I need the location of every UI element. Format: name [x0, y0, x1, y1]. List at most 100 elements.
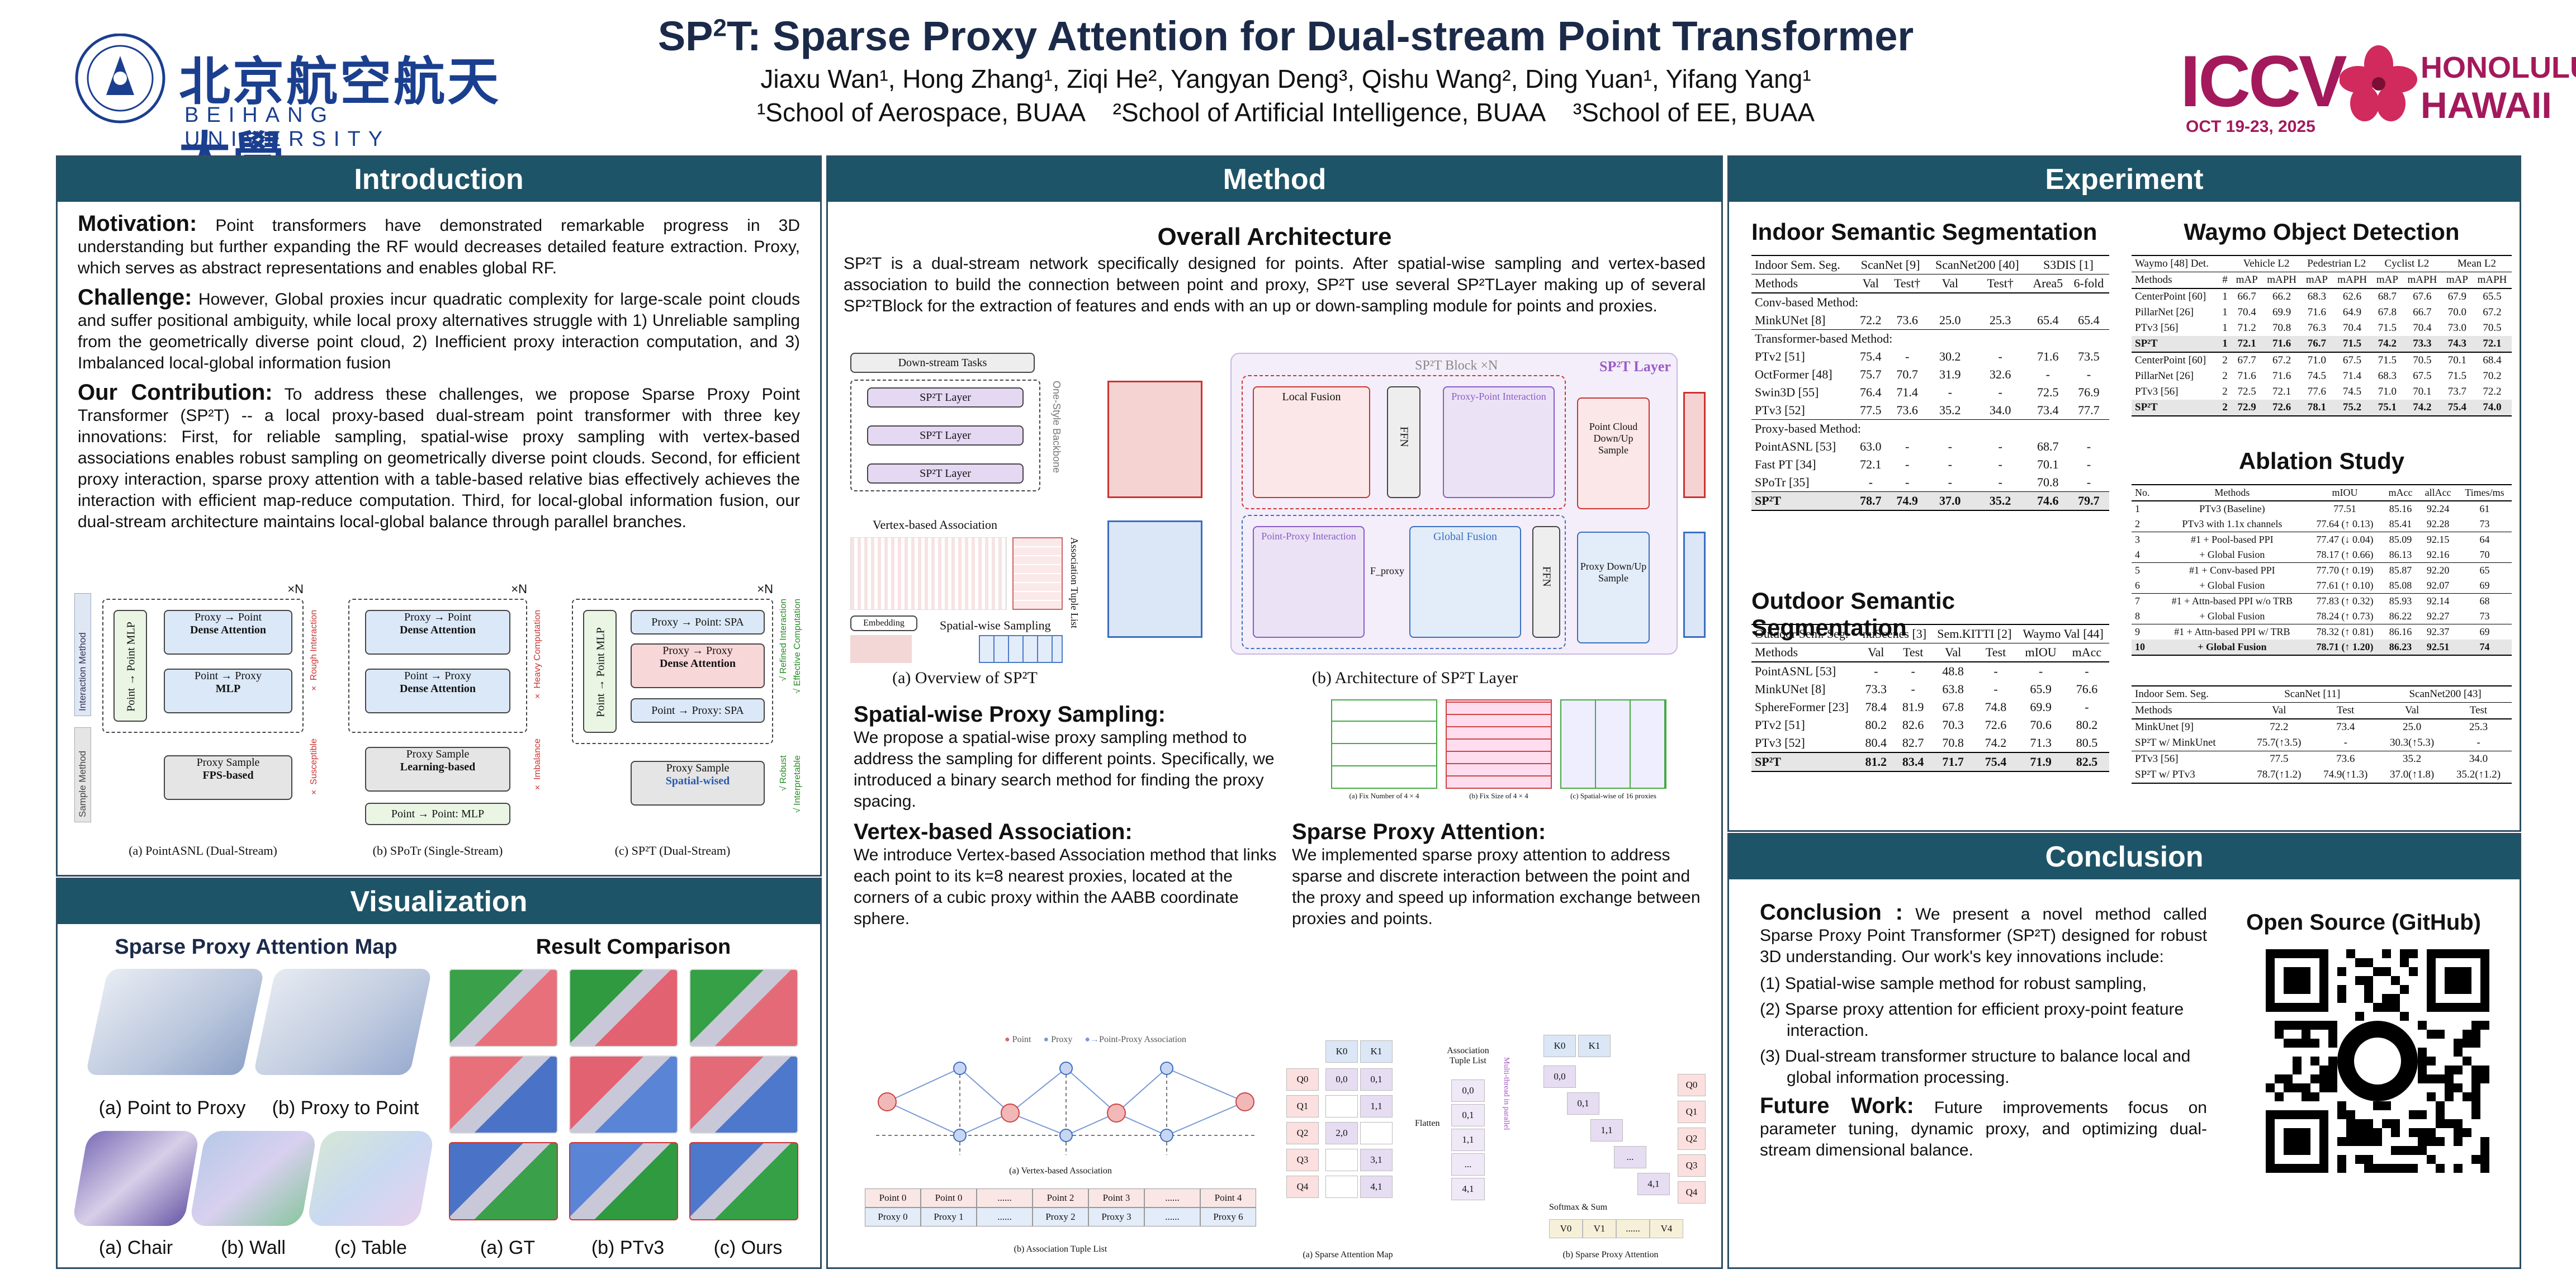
table-cell: + Global Fusion [2157, 609, 2308, 624]
table-cell: 74.5 [2307, 370, 2327, 382]
qr-module [2284, 1021, 2293, 1030]
query-label: Q3 [1286, 1149, 1319, 1171]
qr-module [2400, 1012, 2409, 1021]
qr-module [2471, 1021, 2480, 1030]
table-row: 1 PTv3 (Baseline) 77.51 85.16 92.24 61 [2132, 501, 2512, 517]
table-cell: 7 [2135, 595, 2140, 607]
qr-module [2418, 1074, 2427, 1083]
qr-module [2418, 1048, 2427, 1057]
layer-label: SP²T Layer [1599, 358, 1671, 375]
table-cell: 72.1 [1859, 457, 1882, 471]
pointasnl-block [102, 599, 304, 733]
conference-city-1: HONOLULU [2421, 51, 2576, 84]
table-cell: 76.9 [2078, 385, 2100, 399]
qr-module [2346, 1110, 2355, 1119]
table-cell: - [1998, 349, 2002, 363]
qr-module [2373, 1003, 2382, 1012]
dual-stream-table: Indoor Sem. Seg. ScanNet [11] ScanNet200 [… [2132, 685, 2512, 784]
table-cell: - [1948, 439, 1952, 453]
table-cell: 72.1 [2231, 336, 2262, 353]
block-label: SP²T Block ×N [1415, 358, 1498, 373]
table-cell: 70.1 [2447, 354, 2467, 366]
conclusion-text-block: Conclusion : We present a novel method c… [1760, 900, 2207, 1161]
table-cell: PillarNet [26] [2135, 306, 2194, 318]
sampling-text: We propose a spatial-wise proxy sampling… [854, 728, 1275, 811]
caption-gt: (a) GT [480, 1237, 536, 1258]
table-row: PTv3 [52] 77.5 73.6 35.2 34.0 73.4 77.7 [1751, 401, 2109, 420]
table-row: 2 PTv3 with 1.1x channels 77.64 (↑ 0.13) 85… [2132, 517, 2512, 532]
ours-row: 10 + Global Fusion 78.71 (↑ 1.20) 86.23 92.5… [2132, 640, 2512, 656]
table-row: PTv3 [56] 77.5 73.6 35.2 34.0 [2132, 751, 2512, 768]
sp2t-sample: Proxy Sample Spatial-wised [631, 761, 765, 806]
qr-module [2409, 1110, 2418, 1119]
output-query-label: Q0 [1678, 1074, 1706, 1096]
table-cell: 80.4 [1865, 736, 1887, 750]
iccv-wordmark: ICCV [2180, 40, 2347, 122]
segmentation-result-thumb [689, 1142, 798, 1220]
point-output [1683, 392, 1706, 498]
proxy-grid-thumb [979, 635, 1063, 663]
qr-module [2436, 1137, 2445, 1146]
table-cell: 68 [2479, 595, 2490, 607]
ffn-top: FFN [1387, 386, 1420, 498]
table-cell: - [1998, 385, 2002, 399]
table-cell: 71.0 [2378, 386, 2397, 397]
qr-module [2427, 1074, 2436, 1083]
tuple-item: 0,0 [1451, 1079, 1485, 1102]
table-cell: 48.8 [1942, 664, 1964, 678]
vertex-graph [876, 1062, 1256, 1155]
ours-row: SP²T 1 72.1 71.6 76.7 71.5 74.2 73.3 74.3 72.1 [2132, 336, 2512, 353]
pointasnl-point-proxy: Point → Proxy MLP [164, 669, 292, 713]
qr-module [2418, 1021, 2427, 1030]
indoor-title: Indoor Semantic Segmentation [1751, 219, 2097, 245]
qr-module [2337, 1155, 2346, 1164]
table-cell: 70.5 [2483, 322, 2502, 334]
key-label: K1 [1578, 1035, 1611, 1057]
table-cell: Test [1894, 643, 1932, 662]
spotr-sample: Proxy Sample Learning-based [365, 747, 510, 792]
university-name-en: BEIHANG UNIVERSITY [184, 103, 391, 151]
github-qr-code[interactable] [2266, 949, 2489, 1173]
qr-module [2454, 1128, 2463, 1137]
table-cell: 64.9 [2342, 306, 2362, 318]
table-cell: 74.9(↑1.3) [2312, 767, 2379, 784]
qr-module [2445, 1119, 2454, 1128]
qr-module [2454, 1137, 2463, 1146]
table-cell: 74.9 [1887, 491, 1927, 511]
table-cell: - [1905, 457, 1910, 471]
qr-module [2266, 1083, 2275, 1092]
table-cell: 75.1 [2371, 400, 2403, 416]
table-cell: 1 [2222, 291, 2228, 302]
table-cell: PTv3 [56] [2135, 386, 2179, 397]
table-cell: mIOU [2307, 484, 2383, 501]
qr-module [2471, 1083, 2480, 1092]
proxy-row: Proxy 0 Proxy 1...... Proxy 2 Proxy 3......… [865, 1208, 1256, 1227]
table-cell: 2 [2222, 354, 2228, 366]
table-cell: 67.8 [1942, 700, 1964, 714]
table-cell: mAPH [2262, 272, 2302, 289]
output-query-label: Q4 [1678, 1181, 1706, 1204]
table-cell: PillarNet [26] [2135, 370, 2194, 382]
proxy-cell: Proxy 6 [1200, 1208, 1256, 1227]
table-cell: 70 [2457, 547, 2512, 563]
sp2t-layer-3: SP²T Layer [867, 463, 1024, 484]
qr-module [2418, 1128, 2427, 1137]
table-cell: 73.6 [1887, 311, 1927, 330]
conclusion-paragraph: Conclusion : We present a novel method c… [1760, 900, 2207, 966]
proxy-input [1107, 520, 1202, 638]
table-cell: 78.4 [1865, 700, 1887, 714]
qr-module [2346, 949, 2355, 958]
tuple-list-box [1012, 537, 1063, 610]
table-cell: 2 [2132, 517, 2157, 532]
qr-module [2391, 1164, 2400, 1173]
conclusion-heading: Conclusion [1729, 835, 2520, 879]
table-cell: 72.2 [2270, 721, 2289, 733]
qr-module [2364, 985, 2373, 994]
qr-module [2373, 1164, 2382, 1173]
table-cell: 67.2 [2272, 354, 2291, 366]
poster-title: SP2T: Sparse Proxy Attention for Dual-st… [657, 13, 1914, 59]
qr-module [2427, 1057, 2436, 1066]
point-cloud-thumb [850, 635, 912, 663]
table-cell: + Global Fusion [2157, 547, 2308, 563]
qr-module [2275, 1092, 2284, 1101]
